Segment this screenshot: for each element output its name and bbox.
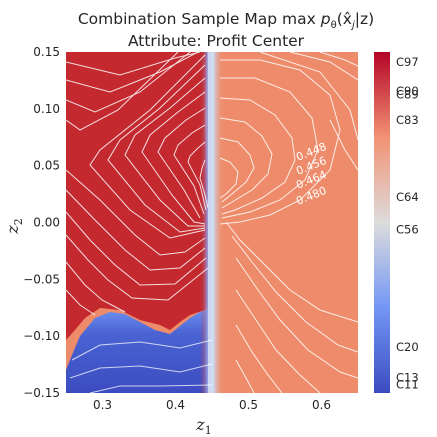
y-axis-ticks: −0.15 −0.10 −0.05 0.00 0.05 0.10 0.15 bbox=[23, 45, 60, 400]
colorbar-label: C83 bbox=[396, 113, 419, 127]
contours-pocket bbox=[69, 339, 213, 393]
y-tick-label: 0.00 bbox=[33, 216, 60, 230]
colorbar-label: C90 bbox=[396, 84, 419, 98]
contour-labels: 0.448 0.456 0.464 0.480 bbox=[294, 140, 328, 208]
colorbar-label: C64 bbox=[396, 190, 419, 204]
colorbar bbox=[374, 52, 390, 393]
y-tick-label: −0.15 bbox=[23, 386, 60, 400]
region-upper-left bbox=[66, 52, 212, 340]
colorbar-label: C11 bbox=[396, 377, 419, 391]
colorbar-label: C89 bbox=[396, 88, 419, 102]
y-tick-label: −0.10 bbox=[23, 329, 60, 343]
y-tick-label: −0.05 bbox=[23, 272, 60, 286]
region-boundary-core bbox=[208, 52, 214, 393]
y-tick-label: 0.15 bbox=[33, 45, 60, 59]
x-tick-label: 0.6 bbox=[312, 398, 331, 412]
colorbar-label: C97 bbox=[396, 55, 419, 69]
x-tick-label: 0.4 bbox=[166, 398, 185, 412]
colorbar-label: C56 bbox=[396, 222, 419, 236]
y-tick-label: 0.05 bbox=[33, 159, 60, 173]
x-axis-ticks: 0.3 0.4 0.5 0.6 bbox=[93, 398, 331, 412]
x-tick-label: 0.5 bbox=[239, 398, 258, 412]
y-tick-label: 0.10 bbox=[33, 102, 60, 116]
colorbar-label: C20 bbox=[396, 340, 419, 354]
y-axis-label: z2 bbox=[3, 218, 25, 234]
chart-title: Combination Sample Map max pθ(x̂j|z) bbox=[78, 10, 374, 31]
x-axis-label: z1 bbox=[195, 415, 211, 437]
chart-subtitle: Attribute: Profit Center bbox=[128, 32, 305, 50]
contours-left bbox=[66, 52, 209, 316]
colorbar-label: C13 bbox=[396, 371, 419, 385]
heatmap-plot: 0.448 0.456 0.464 0.480 bbox=[66, 52, 358, 393]
x-tick-label: 0.3 bbox=[93, 398, 112, 412]
contours-right bbox=[219, 52, 358, 393]
